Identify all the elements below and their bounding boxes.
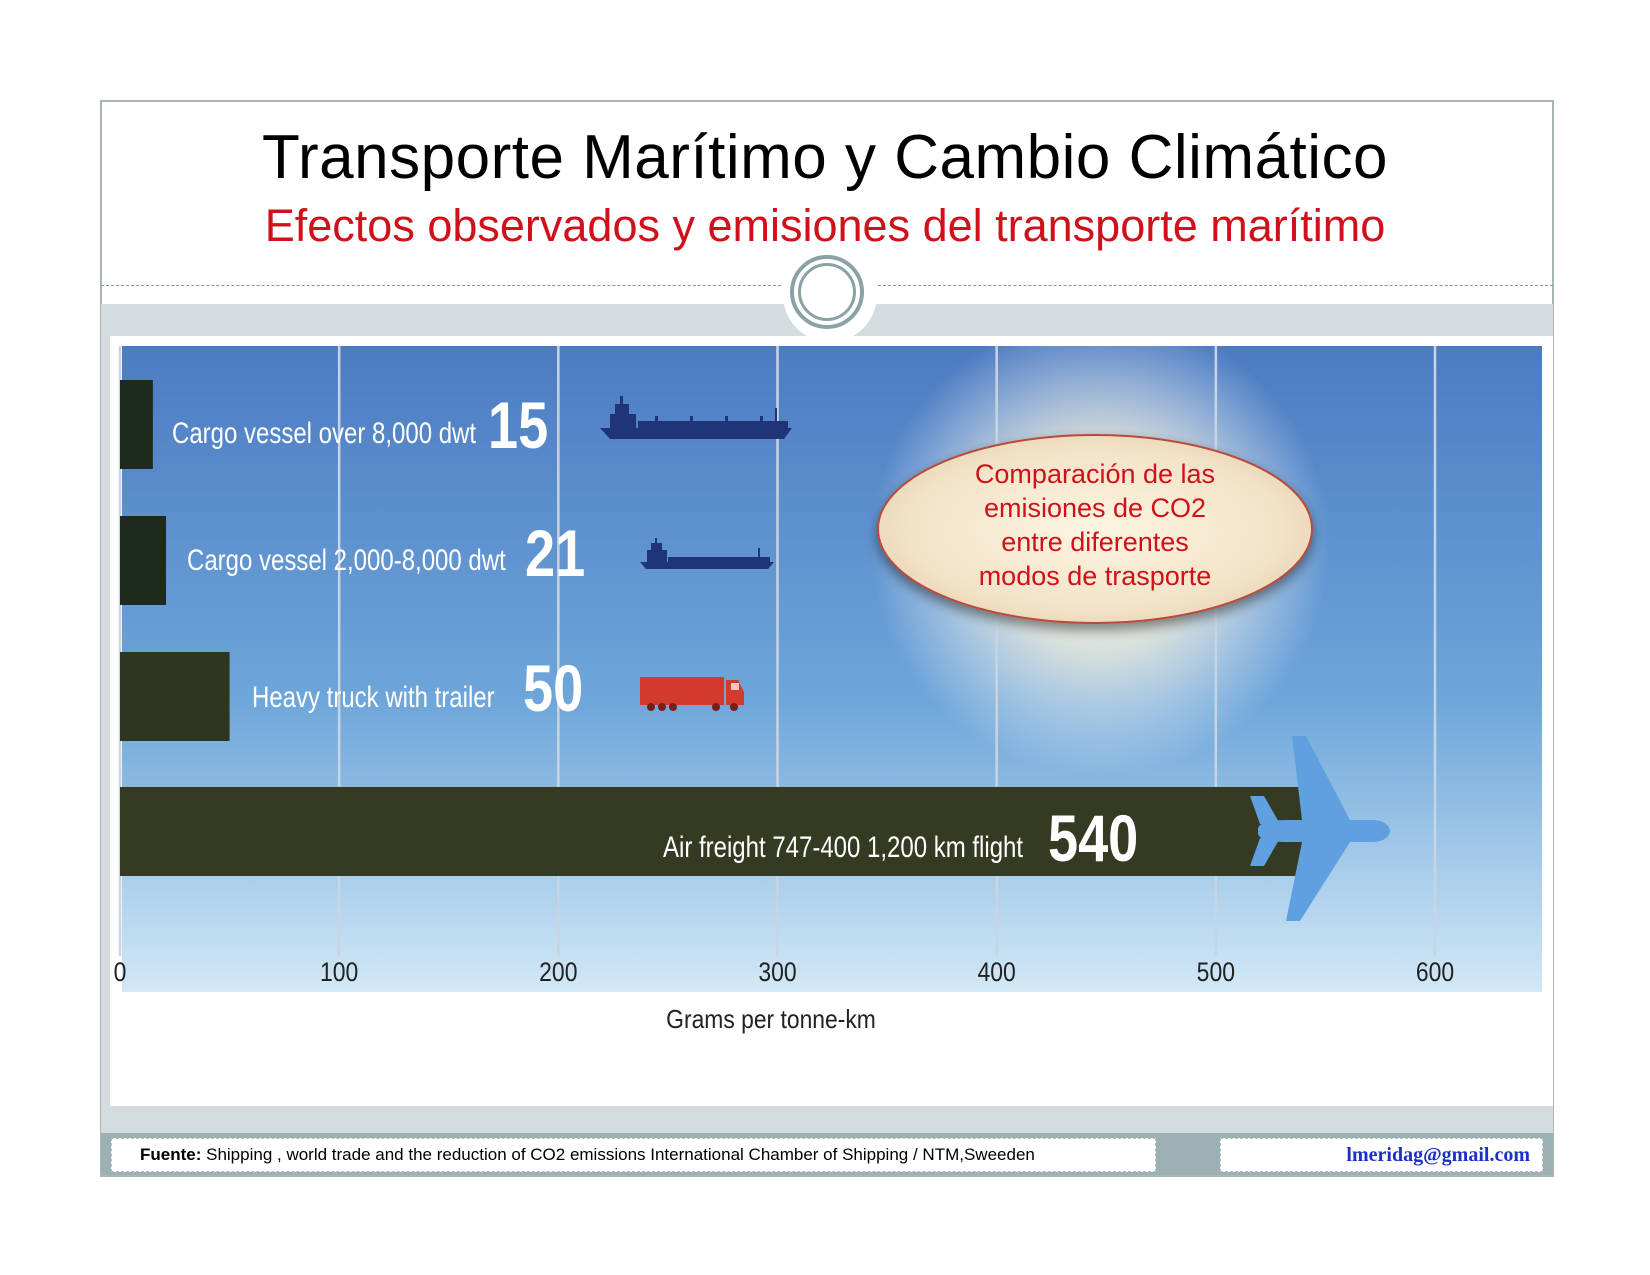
callout-line-3: entre diferentes: [1001, 527, 1189, 557]
title-divider-left: [101, 285, 781, 286]
title-divider-right: [873, 285, 1553, 286]
divider-ring-inner: [798, 263, 856, 321]
x-tick-label: 0: [114, 957, 127, 987]
bar: [120, 380, 153, 469]
small-ship-icon: [640, 538, 774, 569]
category-label: Cargo vessel 2,000-8,000 dwt: [187, 542, 506, 576]
value-label: 21: [525, 516, 585, 590]
x-tick-label: 200: [539, 957, 577, 987]
x-axis-title: Grams per tonne-km: [666, 1006, 876, 1035]
author-email: lmeridag@gmail.com: [1220, 1138, 1543, 1172]
bar: [120, 787, 1304, 876]
x-axis: 0 100 200 300 400 500 600: [114, 957, 1455, 987]
source-label: Fuente:: [140, 1145, 202, 1164]
bar: [120, 652, 230, 741]
airplane-icon: [1250, 736, 1390, 921]
ship-icon: [600, 396, 792, 439]
slide-title: Transporte Marítimo y Cambio Climático: [261, 123, 1389, 192]
source-text: Shipping , world trade and the reduction…: [201, 1145, 1035, 1164]
callout-line-4: modos de trasporte: [979, 561, 1212, 591]
value-label: 50: [523, 651, 583, 725]
bar: [120, 516, 167, 605]
x-tick-label: 600: [1416, 957, 1454, 987]
callout-line-1: Comparación de las: [975, 459, 1215, 489]
callout-ellipse: Comparación de las emisiones de CO2 entr…: [877, 434, 1313, 624]
value-label: 15: [488, 388, 548, 462]
truck-icon: [640, 677, 744, 711]
x-tick-label: 100: [320, 957, 358, 987]
emissions-chart: Cargo vessel over 8,000 dwt 15 Cargo vesse…: [110, 336, 1553, 1106]
bars: [120, 380, 1304, 876]
x-tick-label: 500: [1197, 957, 1235, 987]
slide-subtitle: Efectos observados y emisiones del trans…: [264, 200, 1386, 251]
x-tick-label: 300: [758, 957, 796, 987]
category-label: Cargo vessel over 8,000 dwt: [172, 415, 476, 449]
source-citation: Fuente: Shipping , world trade and the r…: [111, 1138, 1156, 1172]
callout-line-2: emisiones de CO2: [984, 493, 1206, 523]
category-label: Air freight 747-400 1,200 km flight: [663, 829, 1023, 863]
x-tick-label: 400: [978, 957, 1016, 987]
value-label: 540: [1048, 801, 1138, 875]
category-label: Heavy truck with trailer: [252, 679, 495, 713]
bar-labels: Cargo vessel over 8,000 dwt 15 Cargo vesse…: [172, 388, 1138, 875]
